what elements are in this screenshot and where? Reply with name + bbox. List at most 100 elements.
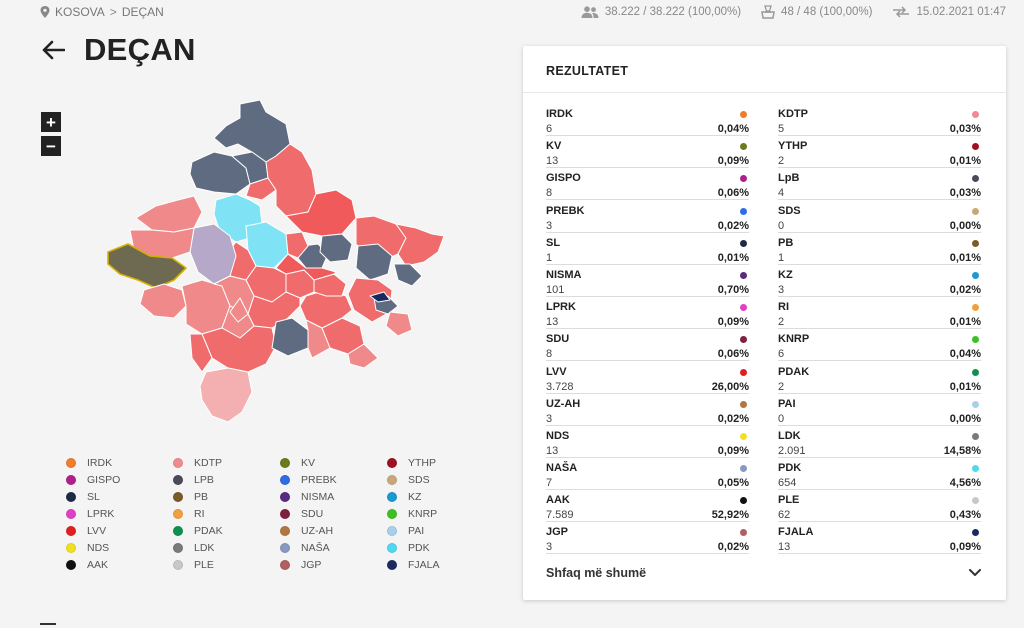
legend-label: NAŠA xyxy=(301,541,330,554)
municipality-shterpce-west[interactable] xyxy=(229,297,249,323)
municipality-decan[interactable] xyxy=(107,243,187,289)
location-pin-icon xyxy=(40,6,50,18)
back-button[interactable] xyxy=(38,35,68,65)
party-percent: 0,09% xyxy=(717,155,749,168)
party-votes: 2.091 xyxy=(778,444,806,457)
show-more-button[interactable]: Shfaq më shumë xyxy=(546,562,981,584)
result-row: PB 1 0,01% xyxy=(778,237,981,265)
legend-label: PDAK xyxy=(194,524,223,537)
legend-label: PDK xyxy=(408,541,430,554)
legend: IRDK KDTP KV YTHP GISPO LPB PREBK SDS SL PB NISMA K… xyxy=(66,454,486,573)
result-row: NAŠA 7 0,05% xyxy=(546,462,749,491)
party-percent: 0,01% xyxy=(949,316,981,329)
result-row: FJALA 13 0,09% xyxy=(778,526,981,555)
party-name: LVV xyxy=(546,365,567,378)
legend-item: LDK xyxy=(173,539,280,556)
legend-color-dot xyxy=(66,508,76,519)
legend-item: SDS xyxy=(387,471,494,488)
voters-value: 38.222 / 38.222 (100,00%) xyxy=(604,6,742,18)
breadcrumb-separator: > xyxy=(109,5,117,19)
party-color-dot xyxy=(972,207,979,215)
legend-item: SL xyxy=(66,488,173,505)
result-row: PLE 62 0,43% xyxy=(778,494,981,523)
party-votes: 7.589 xyxy=(546,509,574,522)
result-row: NISMA 101 0,70% xyxy=(546,269,749,297)
result-row: PDK 654 4,56% xyxy=(778,462,981,491)
legend-item: NDS xyxy=(66,539,173,556)
legend-label: NDS xyxy=(87,541,110,554)
legend-color-dot xyxy=(387,559,397,570)
legend-item: PLE xyxy=(173,556,280,573)
municipality-junik[interactable] xyxy=(139,283,187,319)
party-name: SDS xyxy=(778,204,801,217)
legend-color-dot xyxy=(173,491,183,502)
party-votes: 4 xyxy=(778,187,785,200)
party-votes: 0 xyxy=(778,219,785,232)
municipality-kllokot[interactable] xyxy=(385,311,413,337)
party-name: IRDK xyxy=(546,108,573,120)
party-color-dot xyxy=(740,304,747,312)
updated-value: 15.02.2021 01:47 xyxy=(916,6,1006,18)
result-row: SL 1 0,01% xyxy=(546,237,749,265)
zoom-in-button[interactable]: + xyxy=(41,112,61,132)
municipality-gracanica[interactable] xyxy=(319,233,353,263)
municipality-obiliq[interactable] xyxy=(285,231,309,259)
municipality-prizren-south[interactable] xyxy=(189,333,213,373)
municipality-strpce[interactable] xyxy=(271,317,309,357)
party-votes: 62 xyxy=(778,509,791,522)
legend-item: UZ-AH xyxy=(280,522,387,539)
municipality-ranillug[interactable] xyxy=(393,263,423,287)
legend-color-dot xyxy=(387,474,397,485)
results-title: REZULTATET xyxy=(523,46,1006,93)
ballot-box-icon xyxy=(761,5,775,19)
municipality-kamenica-east[interactable] xyxy=(395,223,445,267)
people-icon xyxy=(581,6,599,18)
municipality-north-mitrovica[interactable] xyxy=(245,177,277,201)
legend-item: PDK xyxy=(387,539,494,556)
party-votes: 7 xyxy=(546,477,553,490)
result-row: PREBK 3 0,02% xyxy=(546,205,749,233)
party-color-dot xyxy=(740,175,747,183)
municipality-prishtina[interactable] xyxy=(285,189,357,237)
legend-color-dot xyxy=(387,542,397,553)
party-name: NDS xyxy=(546,429,570,442)
breadcrumb-root[interactable]: KOSOVA xyxy=(55,5,105,19)
party-percent: 26,00% xyxy=(711,380,749,393)
party-color-dot xyxy=(740,400,747,408)
party-votes: 3 xyxy=(546,412,553,425)
zoom-out-button[interactable]: − xyxy=(41,136,61,156)
legend-label: IRDK xyxy=(87,456,113,469)
legend-color-dot xyxy=(280,559,290,570)
party-votes: 3 xyxy=(778,283,785,296)
municipality-istog[interactable] xyxy=(135,195,203,233)
legend-color-dot xyxy=(280,542,290,553)
legend-label: SDS xyxy=(408,473,430,486)
legend-label: UZ-AH xyxy=(301,524,334,537)
legend-label: NISMA xyxy=(301,490,335,503)
party-color-dot xyxy=(972,111,979,118)
party-color-dot xyxy=(740,111,747,118)
party-color-dot xyxy=(972,143,979,151)
party-percent: 0,06% xyxy=(717,348,749,361)
party-color-dot xyxy=(972,497,979,505)
legend-label: PB xyxy=(194,490,209,503)
legend-color-dot xyxy=(387,508,397,519)
party-color-dot xyxy=(972,175,979,183)
municipality-dragash[interactable] xyxy=(199,367,253,423)
party-color-dot xyxy=(740,465,747,473)
party-name: PREBK xyxy=(546,204,585,217)
party-votes: 3 xyxy=(546,219,553,232)
party-percent: 0,03% xyxy=(949,187,981,200)
municipality-gjilan[interactable] xyxy=(355,243,393,281)
legend-label: AAK xyxy=(87,558,109,571)
party-color-dot xyxy=(740,271,747,279)
kosovo-municipality-map[interactable] xyxy=(90,96,460,436)
municipality-elez-han[interactable] xyxy=(347,343,379,369)
municipality-hani-elezit[interactable] xyxy=(305,319,331,359)
party-percent: 0,04% xyxy=(949,348,981,361)
municipality-kllokot-small[interactable] xyxy=(369,291,391,303)
legend-label: PAI xyxy=(408,524,425,537)
municipality-zubin-potok[interactable] xyxy=(189,151,251,195)
legend-item: JGP xyxy=(280,556,387,573)
legend-label: SDU xyxy=(301,507,324,520)
